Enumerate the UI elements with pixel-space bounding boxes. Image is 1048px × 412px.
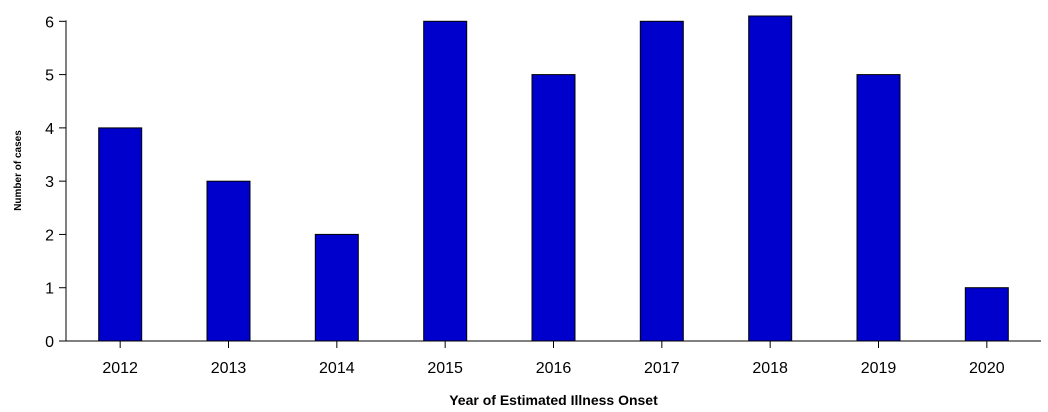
bar-2018 — [748, 15, 793, 342]
bar-2015 — [423, 20, 468, 342]
y-tick-label: 0 — [45, 334, 54, 351]
bar-2013 — [206, 180, 251, 342]
bar-2020 — [964, 287, 1009, 342]
bar-2012 — [98, 127, 143, 342]
x-tick-label: 2012 — [102, 360, 138, 377]
y-tick-label: 5 — [45, 68, 54, 85]
x-tick-label: 2016 — [536, 360, 572, 377]
x-tick-label: 2020 — [969, 360, 1005, 377]
x-tick-label: 2018 — [752, 360, 788, 377]
y-axis-ticks: 0 1 2 3 4 5 6 — [45, 14, 66, 351]
x-axis-title: Year of Estimated Illness Onset — [449, 392, 658, 408]
bar-2014 — [314, 233, 359, 342]
x-tick-label: 2014 — [319, 360, 355, 377]
x-tick-label: 2015 — [427, 360, 463, 377]
bars-group — [98, 15, 1009, 342]
y-tick-label: 4 — [45, 121, 54, 138]
y-tick-label: 3 — [45, 174, 54, 191]
bar-2019 — [856, 74, 901, 342]
x-axis-ticks: 2012 2013 2014 2015 2016 2017 2018 2019 2020 — [102, 341, 1005, 377]
bar-2017 — [639, 20, 684, 342]
y-tick-label: 2 — [45, 227, 54, 244]
y-tick-label: 6 — [45, 14, 54, 31]
x-tick-label: 2019 — [861, 360, 897, 377]
y-tick-label: 1 — [45, 281, 54, 298]
x-tick-label: 2013 — [211, 360, 247, 377]
x-tick-label: 2017 — [644, 360, 680, 377]
bar-2016 — [531, 74, 576, 342]
y-axis-title: Number of cases — [13, 130, 24, 211]
